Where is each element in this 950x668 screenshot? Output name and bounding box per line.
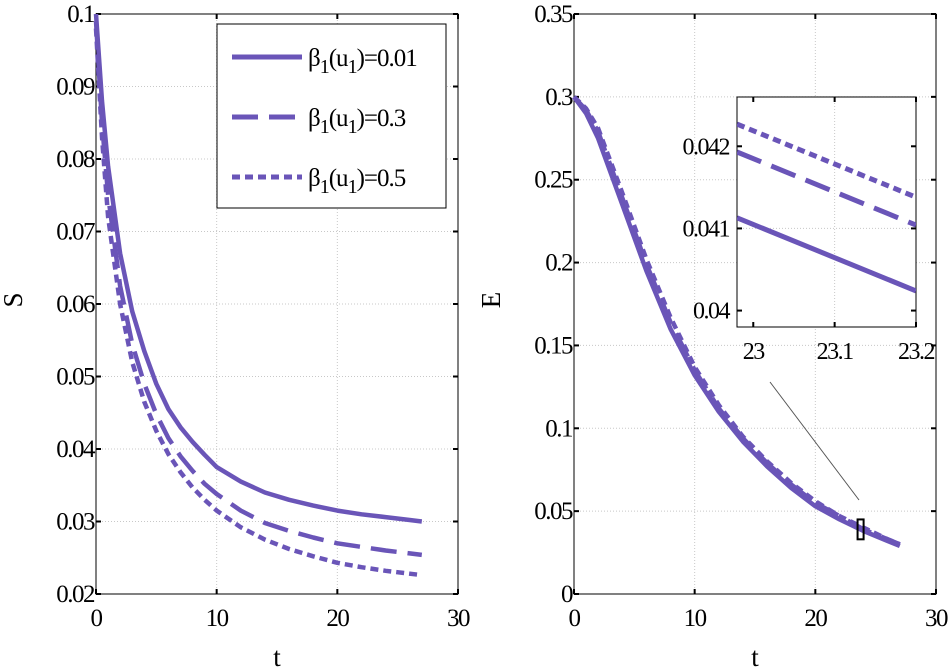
zoom-box [856,518,865,541]
legend-label: β1(u1)=0.5 [308,165,406,198]
right-ylabel: E [476,292,506,309]
right-xtick-label: 0 [569,605,581,632]
right-xlabel: t [751,642,759,668]
legend: β1(u1)=0.01 β1(u1)=0.3 β1(u1)=0.5 [216,23,447,209]
right-ytick-label: 0.15 [534,332,573,359]
right-ytick-label: 0.35 [534,1,573,28]
left-ylabel: S [0,292,28,307]
inset-series-solid [737,215,916,294]
left-series-dashed [93,21,423,558]
right-ytick-label: 0.25 [534,167,573,194]
left-series-group [93,13,423,578]
left-ytick-label: 0.07 [56,219,95,246]
inset-xtick-label: 23.2 [898,339,935,365]
right-xtick-label: 20 [804,605,827,632]
left-ytick-label: 0.09 [56,74,95,101]
left-ytick-label: 0.1 [67,1,94,28]
inset-frame [736,96,917,328]
right-ytick-label: 0 [561,581,573,608]
right-series-group [572,95,901,548]
right-ytick-label: 0.3 [545,84,573,111]
right-ytick-label: 0.2 [545,250,573,277]
legend-label: β1(u1)=0.01 [308,45,417,78]
right-series-dotted [572,95,901,547]
left-xlabel: t [273,642,281,668]
left-xtick-label: 0 [91,605,103,632]
legend-label: β1(u1)=0.3 [308,105,406,138]
left-ytick-label: 0.05 [56,364,95,391]
left-ytick-label: 0.02 [56,581,95,608]
inset-series-dotted [737,121,916,200]
left-series-solid [93,13,423,524]
left-xtick-label: 10 [206,605,229,632]
inset-ytick-label: 0.041 [683,216,730,242]
left-ytick-label: 0.03 [56,509,95,536]
inset-ytick-label: 0.04 [693,299,731,325]
inset-series-dashed [737,149,916,228]
inset-series-group [737,121,916,294]
right-ytick-label: 0.1 [545,415,572,442]
right-xtick-label: 10 [684,605,707,632]
left-ytick-label: 0.04 [56,436,96,463]
right-xtick-label: 30 [925,605,948,632]
inset-xtick-label: 23 [743,339,766,365]
left-ytick-label: 0.08 [56,146,95,173]
left-xtick-label: 20 [326,605,349,632]
inset-xtick-label: 23.1 [817,339,854,365]
inset-axes: 23 23.1 23.2 0.04 0.041 0.042 [683,96,936,365]
inset-ytick-label: 0.042 [683,134,730,160]
left-ytick-label: 0.06 [56,291,95,318]
right-axes: 0 10 20 30 0 0.05 0.1 0.15 0.2 0.25 0.3 0.35 [534,1,949,632]
left-xtick-label: 30 [447,605,470,632]
zoom-connector [769,381,860,501]
right-ytick-label: 0.05 [534,498,573,525]
right-frame [573,13,937,595]
